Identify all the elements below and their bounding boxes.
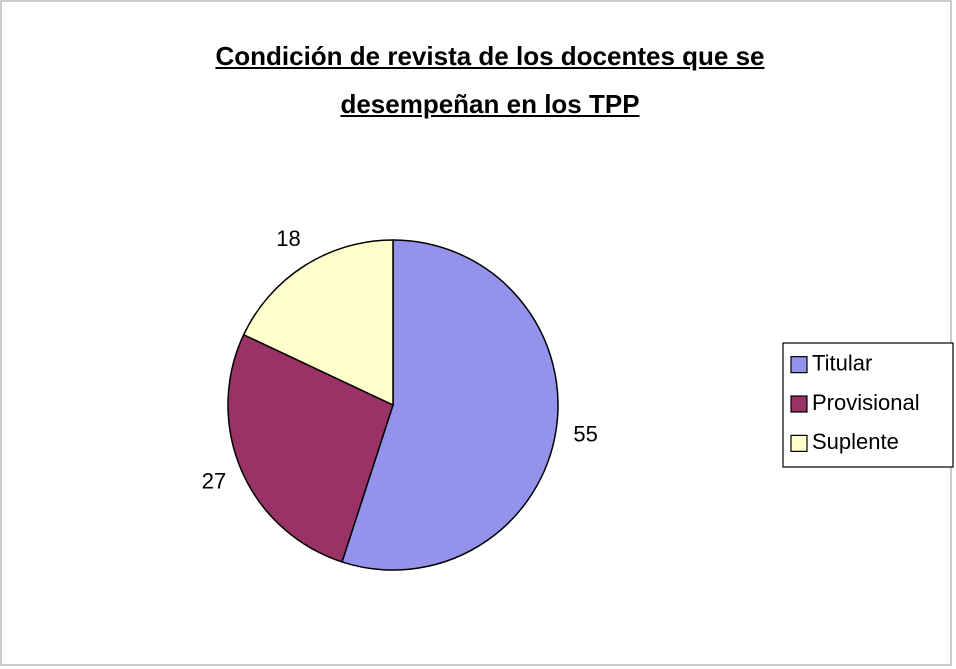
pie-slice	[242, 239, 394, 407]
legend-swatch	[790, 356, 808, 374]
legend-swatch	[790, 434, 808, 452]
legend-swatch	[790, 395, 808, 413]
legend-label: Titular	[812, 350, 872, 375]
data-label: 55	[573, 421, 597, 446]
legend-label: Suplente	[812, 429, 899, 454]
pie-slice	[227, 333, 394, 563]
data-label: 27	[202, 468, 226, 493]
data-label: 18	[276, 226, 300, 251]
chart-title: Condición de revista de los docentes que…	[215, 41, 765, 119]
legend-label: Provisional	[812, 390, 920, 415]
legend-box	[782, 342, 954, 468]
pie-slice	[341, 239, 559, 571]
